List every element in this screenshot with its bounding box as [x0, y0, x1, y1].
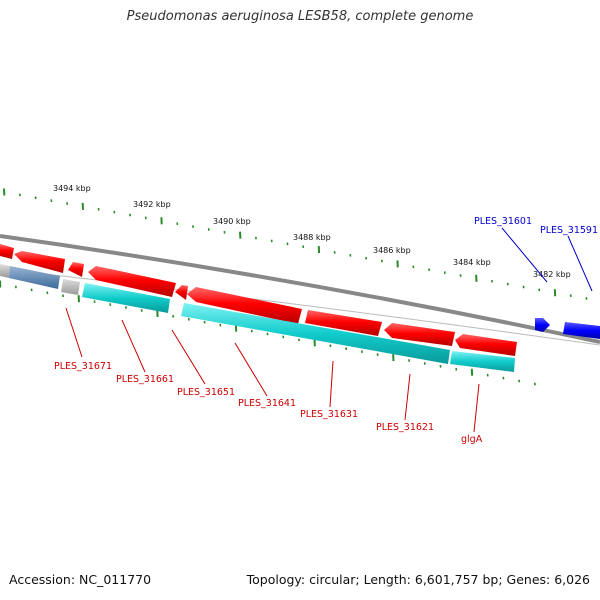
- gene-label-leaders: [65, 227, 593, 433]
- map-title: Pseudomonas aeruginosa LESB58, complete …: [126, 9, 474, 24]
- gene-label[interactable]: PLES_31641: [238, 398, 296, 409]
- gene-label[interactable]: PLES_31671: [54, 361, 112, 372]
- gene-forward-blue-2[interactable]: [563, 322, 600, 339]
- gene-labels: PLES_31671 PLES_31661 PLES_31651 PLES_31…: [54, 216, 598, 445]
- scale-label: 3488 kbp: [293, 233, 331, 242]
- gene-reverse-2[interactable]: [181, 303, 450, 364]
- gene-forward-6[interactable]: [187, 287, 302, 324]
- gene-reverse-gray-1[interactable]: [0, 264, 10, 278]
- gene-forward-9[interactable]: [455, 334, 517, 356]
- gene-label[interactable]: glgA: [461, 434, 483, 445]
- inner-scale-ticks: [0, 280, 536, 386]
- gene-forward-blue-1[interactable]: [535, 318, 550, 332]
- accession-label: Accession: NC_011770: [9, 572, 152, 587]
- gene-label[interactable]: PLES_31621: [376, 422, 434, 433]
- scale-label: 3494 kbp: [53, 184, 91, 193]
- scale-label: 3490 kbp: [213, 217, 251, 226]
- topology-label: Topology: circular; Length: 6,601,757 bp…: [246, 572, 590, 587]
- scale-label: 3486 kbp: [373, 246, 411, 255]
- scale-label: 3492 kbp: [133, 200, 171, 209]
- gene-reverse-gray-2[interactable]: [61, 279, 80, 295]
- gene-forward-5[interactable]: [175, 285, 188, 300]
- outer-scale-ticks: [3, 188, 588, 300]
- gene-forward-2[interactable]: [14, 251, 65, 273]
- genome-backbone-inner: [0, 268, 600, 346]
- gene-forward-3[interactable]: [68, 262, 84, 277]
- gene-forward-4[interactable]: [88, 266, 176, 297]
- gene-label[interactable]: PLES_31651: [177, 387, 235, 398]
- scale-labels: 3494 kbp 3492 kbp 3490 kbp 3488 kbp 3486…: [53, 184, 571, 279]
- scale-label: 3482 kbp: [533, 270, 571, 279]
- genome-backbone: [0, 234, 600, 344]
- scale-label: 3484 kbp: [453, 258, 491, 267]
- gene-reverse-1[interactable]: [82, 283, 170, 313]
- gene-forward-1[interactable]: [0, 244, 14, 259]
- gene-label[interactable]: PLES_31661: [116, 374, 174, 385]
- gene-forward-8[interactable]: [384, 323, 455, 346]
- gene-label[interactable]: PLES_31601: [474, 216, 532, 227]
- gene-label[interactable]: PLES_31591: [540, 225, 598, 236]
- gene-forward-7[interactable]: [305, 310, 382, 336]
- gene-reverse-steel[interactable]: [9, 266, 60, 289]
- gene-reverse-3[interactable]: [450, 351, 515, 372]
- gene-label[interactable]: PLES_31631: [300, 409, 358, 420]
